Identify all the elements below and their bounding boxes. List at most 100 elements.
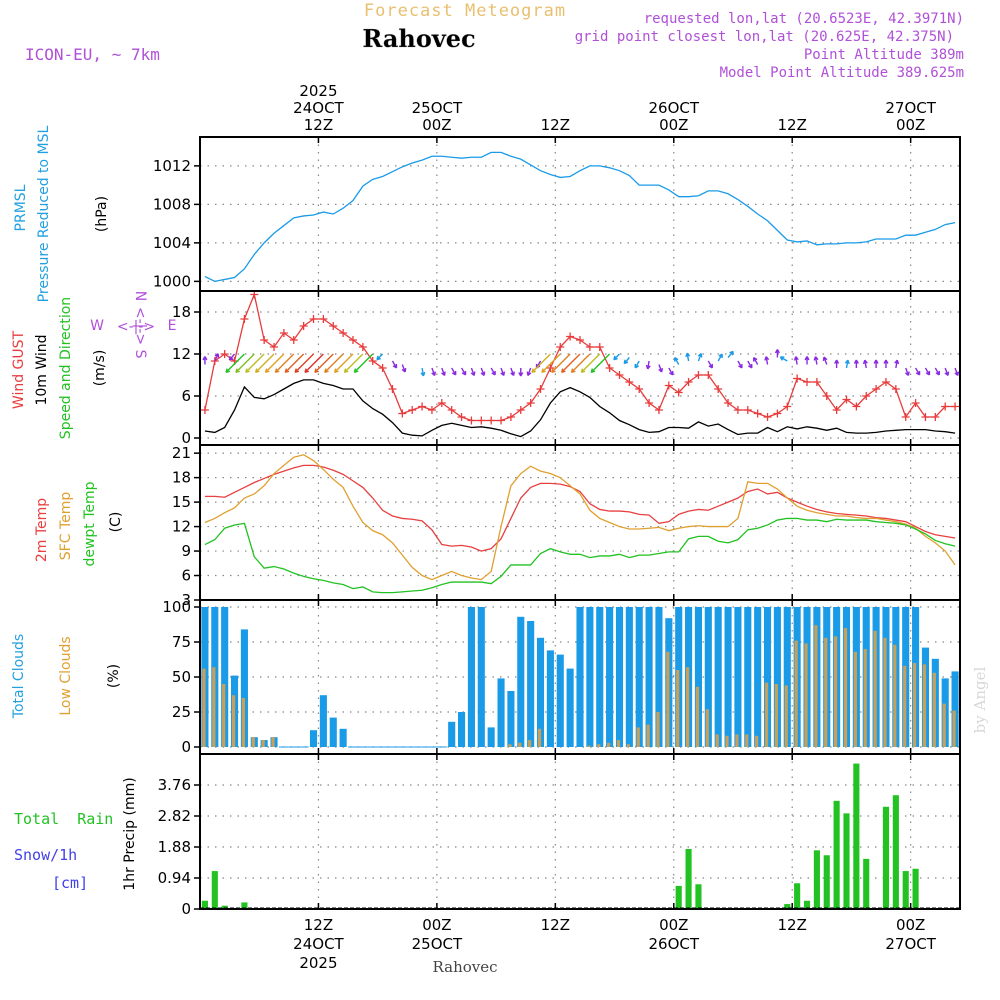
gust-marker: [378, 364, 387, 372]
low-cloud-bar: [616, 740, 621, 747]
total-cloud-bar: [754, 607, 762, 747]
wind-direction-arrow: [862, 359, 868, 369]
total-cloud-bar: [586, 607, 594, 747]
wind-panel-labels: Wind GUST 10m Wind Speed and Direction (…: [11, 291, 176, 439]
wind-direction-arrow: [873, 359, 879, 368]
gust-marker: [427, 406, 436, 414]
gust-marker: [418, 402, 427, 411]
total-cloud-bar: [536, 637, 545, 747]
model-altitude: Model Point Altitude 389.625m: [720, 65, 964, 81]
gust-marker: [467, 416, 476, 425]
prmsl-unit-label: (hPa): [94, 196, 110, 232]
prmsl-label: PRMSL: [13, 184, 29, 231]
wind-series-wind-gust: [204, 292, 956, 422]
total-cloud-bar: [734, 607, 742, 747]
compass-n-label: N: [132, 291, 148, 301]
precip-frame: [199, 753, 961, 910]
low-cloud-bar: [834, 636, 838, 747]
total-cloud-bar: [309, 730, 318, 747]
total-cloud-bar: [763, 607, 772, 747]
wind-panel: 0 6 12 18: [172, 290, 961, 447]
temperature-ytick-label: 12: [172, 518, 191, 536]
gust-marker: [941, 402, 950, 411]
gust-marker: [793, 374, 802, 383]
wind-direction-arrow: [333, 353, 354, 374]
wind-direction-arrow: [225, 353, 245, 374]
bottom-time-label: 00Z: [659, 916, 688, 934]
total-clouds-label: Total Clouds: [11, 634, 27, 719]
bottom-time-label: 26OCT: [649, 935, 700, 953]
wind-direction-arrow: [658, 364, 663, 373]
gust-marker: [556, 343, 565, 351]
gust-marker: [783, 402, 792, 411]
total-cloud-bar: [467, 607, 475, 747]
compass-horizontal-arrow: <-|->: [117, 319, 155, 335]
model-label: ICON-EU, ~ 7km: [25, 45, 160, 64]
wind-direction-arrow: [613, 353, 620, 361]
t2m-label: 2m Temp: [34, 498, 50, 562]
compass-s-label: S: [132, 350, 148, 359]
gust-marker: [240, 315, 249, 323]
bottom-time-label: 00Z: [896, 916, 925, 934]
precip-ytick-label: 3.76: [158, 776, 191, 794]
footer-location: Rahovec: [432, 958, 497, 976]
gust-marker: [457, 413, 466, 421]
gust-marker: [319, 315, 328, 323]
compass-e-label: E: [168, 318, 177, 334]
low-cloud-bar: [695, 686, 700, 747]
clouds-ytick-label: 50: [172, 668, 191, 686]
pressure-ytick-label: 1012: [153, 157, 191, 175]
precip-panel-labels: Total Rain Snow/1h [cm] 1hr Precip (mm): [14, 777, 138, 892]
low-cloud-bar: [764, 682, 769, 747]
gust-marker: [388, 385, 397, 393]
wind-direction-arrow: [752, 356, 759, 365]
total-cloud-bar: [546, 650, 554, 747]
bottom-time-label: 24OCT: [293, 935, 344, 953]
gust-marker: [200, 406, 209, 414]
wind-direction-arrow: [480, 367, 486, 377]
low-cloud-bar: [804, 643, 808, 747]
wind-direction-arrow: [924, 367, 931, 376]
low-cloud-bar: [735, 734, 739, 747]
wind-direction-arrow: [245, 353, 265, 374]
total-cloud-bar: [319, 695, 327, 747]
rain-bar: [794, 883, 801, 909]
rain-label: Total Rain: [14, 810, 113, 828]
wind-direction-arrow: [853, 359, 859, 368]
bottom-time-label: 00Z: [422, 916, 451, 934]
gust-marker: [506, 413, 515, 421]
wind-direction-arrow: [551, 353, 571, 374]
gust-marker: [674, 388, 683, 397]
top-time-label: 12Z: [304, 116, 333, 134]
gust-label: Wind GUST: [11, 330, 27, 409]
wind-ytick-label: 6: [181, 387, 191, 405]
gust-marker: [260, 336, 269, 344]
total-cloud-bar: [497, 678, 505, 747]
clouds-ytick-label: 75: [172, 633, 191, 651]
total-cloud-bar: [221, 607, 229, 747]
wind-direction-arrow: [727, 350, 734, 358]
wind-frame: [199, 290, 961, 446]
gust-marker: [684, 378, 693, 386]
wind-direction-arrow: [623, 357, 630, 365]
low-cloud-bar: [537, 728, 542, 747]
gust-marker: [951, 402, 960, 411]
wind-direction-arrow: [202, 356, 208, 365]
rain-bar: [784, 904, 791, 909]
top-time-label: 24OCT: [293, 99, 344, 117]
low-cloud-bar: [903, 665, 907, 747]
low-cloud-bar: [893, 644, 897, 747]
dew-label: dewpt Temp: [82, 481, 98, 566]
low-cloud-bar: [222, 684, 226, 747]
gust-marker: [566, 332, 575, 341]
low-cloud-bar: [231, 695, 236, 747]
total-cloud-bar: [773, 607, 781, 747]
rain-bar: [201, 900, 208, 909]
gust-marker: [576, 336, 584, 344]
low-cloud-bar: [508, 744, 512, 747]
gust-marker: [279, 329, 288, 337]
low-cloud-bar: [755, 735, 759, 747]
gust-marker: [595, 343, 604, 351]
low-clouds-label: Low Clouds: [58, 636, 74, 715]
